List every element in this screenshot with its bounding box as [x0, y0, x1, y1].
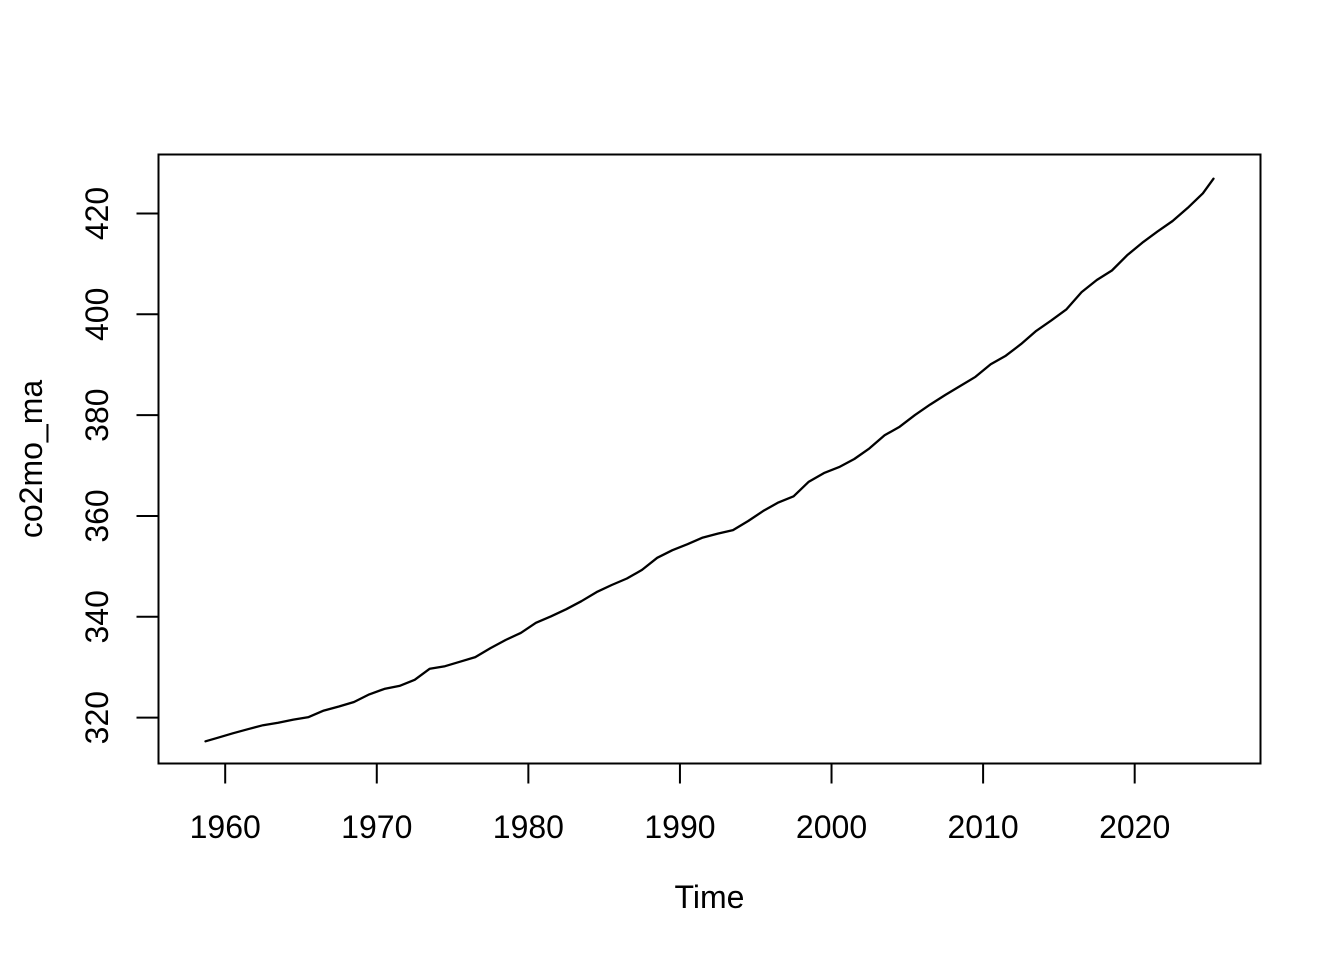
y-axis-tick-label: 420 [79, 187, 115, 240]
y-axis-tick-label: 380 [79, 388, 115, 441]
y-axis-title: co2mo_ma [13, 380, 49, 539]
y-axis-tick-label: 340 [79, 590, 115, 643]
x-axis-tick-label: 1990 [644, 809, 715, 845]
y-axis-tick-label: 360 [79, 489, 115, 542]
y-axis-tick-label: 320 [79, 691, 115, 744]
x-axis-title: Time [675, 879, 745, 915]
y-axis-tick-label: 400 [79, 288, 115, 341]
x-axis-tick-label: 1980 [493, 809, 564, 845]
plot-box [157, 153, 1262, 765]
x-axis-tick-label: 2020 [1099, 809, 1170, 845]
x-axis-tick-label: 1960 [190, 809, 261, 845]
x-axis-tick-label: 1970 [341, 809, 412, 845]
series-line-co2mo_ma [204, 177, 1215, 743]
x-axis-tick-label: 2000 [796, 809, 867, 845]
x-axis-tick-label: 2010 [948, 809, 1019, 845]
